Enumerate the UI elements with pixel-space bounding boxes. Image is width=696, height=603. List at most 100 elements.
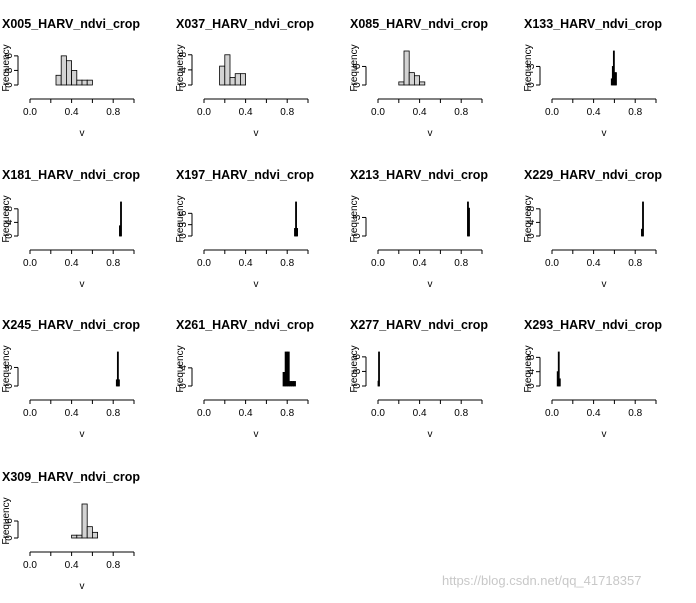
x-tick-label: 0.0 (371, 258, 385, 269)
x-tick-label: 0.4 (239, 408, 253, 419)
y-tick-label: 0 (526, 383, 537, 389)
x-tick-label: 0.4 (413, 258, 427, 269)
histogram-bar (92, 531, 99, 539)
histogram-bar (557, 351, 560, 387)
y-tick-label: 8 (178, 52, 189, 58)
x-axis-label: v (80, 128, 85, 139)
x-tick-label: 0.0 (371, 107, 385, 118)
x-tick-label: 0.8 (280, 107, 294, 118)
x-tick-label: 0.4 (65, 258, 79, 269)
panel-title: X133_HARV_ndvi_crop (524, 17, 662, 31)
histogram-bar (224, 54, 231, 86)
y-tick-label: 3 (352, 368, 363, 374)
x-tick-label: 0.8 (106, 560, 120, 571)
histogram-bar (468, 207, 470, 237)
y-axis-label: Frequency (523, 345, 534, 392)
x-axis-label: v (428, 429, 433, 440)
histogram-bar (81, 79, 88, 86)
y-tick-label: 0 (178, 383, 189, 389)
x-tick-label: 0.0 (545, 258, 559, 269)
panel-title: X277_HARV_ndvi_crop (350, 318, 488, 332)
x-tick-label: 0.8 (454, 258, 468, 269)
x-axis-label: v (602, 128, 607, 139)
x-tick-label: 0.4 (413, 408, 427, 419)
y-tick-label: 0 (352, 383, 363, 389)
histogram-bar (296, 228, 298, 237)
x-tick-label: 0.8 (454, 107, 468, 118)
histogram-panel: X005_HARV_ndvi_crop 0.0 0.4 0.8 v 0 3 6Frequenc… (1, 17, 140, 139)
y-tick-label: 4 (526, 219, 537, 225)
y-tick-label: 0 (352, 82, 363, 88)
y-tick-label: 4 (526, 368, 537, 374)
y-tick-label: 6 (352, 354, 363, 360)
x-tick-label: 0.8 (628, 408, 642, 419)
y-tick-label: 0 (178, 82, 189, 88)
y-tick-label: 0 (4, 82, 15, 88)
histogram-bar (66, 60, 73, 86)
y-tick-label: 3 (178, 221, 189, 227)
histogram-bar (286, 351, 290, 387)
x-tick-label: 0.4 (65, 560, 79, 571)
x-tick-label: 0.4 (65, 107, 79, 118)
x-tick-label: 0.8 (628, 107, 642, 118)
histogram-panel: X037_HARV_ndvi_crop 0.0 0.4 0.8 v 0 4 8Frequenc… (175, 17, 314, 139)
histogram-bar (293, 381, 296, 387)
y-tick-label: 0 (352, 233, 363, 239)
x-axis-label: v (254, 279, 259, 290)
y-axis-label: Frequency (349, 195, 360, 242)
x-tick-label: 0.8 (106, 107, 120, 118)
panel-title: X005_HARV_ndvi_crop (2, 17, 140, 31)
y-tick-label: 0 (4, 233, 15, 239)
histogram-bar (76, 79, 83, 86)
histogram-bar (234, 73, 241, 86)
histogram-bar (615, 72, 617, 86)
x-tick-label: 0.8 (106, 408, 120, 419)
y-axis-label: Frequency (1, 497, 12, 544)
histogram-bar (76, 534, 83, 539)
x-tick-label: 0.4 (587, 258, 601, 269)
y-axis-label: Frequency (349, 345, 360, 392)
panel-title: X213_HARV_ndvi_crop (350, 168, 488, 182)
histogram-bar (408, 72, 415, 86)
watermark-text: https://blog.csdn.net/qq_41718357 (442, 573, 642, 588)
y-axis-label: Frequency (523, 44, 534, 91)
histogram-panel: X181_HARV_ndvi_crop 0.0 0.4 0.8 v 0 4 8Frequenc… (1, 168, 140, 290)
histogram-bar (81, 503, 88, 539)
x-axis-label: v (428, 128, 433, 139)
y-axis-label: Frequency (175, 195, 186, 242)
x-tick-label: 0.0 (23, 408, 37, 419)
panel-title: X085_HARV_ndvi_crop (350, 17, 488, 31)
histogram-bar (86, 526, 93, 539)
panel-title: X309_HARV_ndvi_crop (2, 470, 140, 484)
histogram-bar (60, 55, 67, 86)
x-tick-label: 0.8 (280, 258, 294, 269)
x-axis-label: v (80, 279, 85, 290)
histogram-bar (239, 73, 246, 86)
y-axis-label: Frequency (175, 345, 186, 392)
panel-title: X037_HARV_ndvi_crop (176, 17, 314, 31)
histogram-bar (219, 65, 226, 86)
histogram-bar (413, 75, 420, 86)
y-tick-label: 3 (4, 364, 15, 370)
y-axis-label: Frequency (1, 195, 12, 242)
y-tick-label: 0 (526, 82, 537, 88)
histogram-panel: X229_HARV_ndvi_crop 0.0 0.4 0.8 v 0 4 8Frequenc… (523, 168, 662, 290)
x-axis-label: v (602, 429, 607, 440)
panel-title: X261_HARV_ndvi_crop (176, 318, 314, 332)
histogram-bar (398, 81, 405, 86)
x-tick-label: 0.4 (587, 408, 601, 419)
y-tick-label: 8 (526, 206, 537, 212)
panel-title: X245_HARV_ndvi_crop (2, 318, 140, 332)
y-axis-label: Frequency (1, 345, 12, 392)
y-tick-label: 8 (526, 354, 537, 360)
x-tick-label: 0.8 (106, 258, 120, 269)
x-axis-label: v (80, 429, 85, 440)
x-axis-label: v (254, 429, 259, 440)
x-axis-label: v (80, 581, 85, 592)
